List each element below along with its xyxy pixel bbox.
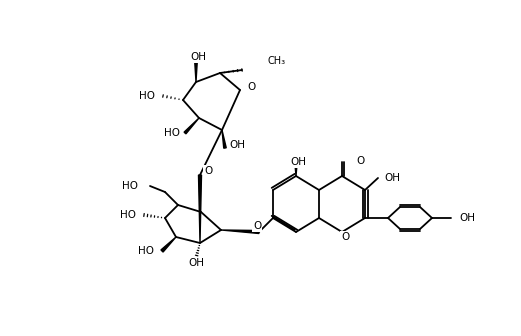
Text: O: O (247, 82, 255, 92)
Text: O: O (253, 221, 261, 231)
Text: HO: HO (164, 128, 180, 138)
Polygon shape (199, 175, 202, 243)
Text: OH: OH (188, 258, 204, 268)
Text: OH: OH (459, 213, 475, 223)
Text: O: O (341, 232, 349, 242)
Text: HO: HO (139, 91, 155, 101)
Polygon shape (184, 118, 199, 134)
Text: O: O (204, 166, 212, 176)
Text: HO: HO (120, 210, 136, 220)
Text: HO: HO (138, 246, 154, 256)
Text: OH: OH (190, 52, 206, 62)
Polygon shape (161, 237, 176, 252)
Text: CH₃: CH₃ (268, 56, 286, 66)
Text: OH: OH (290, 157, 306, 167)
Text: OH: OH (229, 140, 245, 150)
Polygon shape (195, 62, 197, 82)
Text: OH: OH (384, 173, 400, 183)
Text: O: O (356, 156, 364, 166)
Polygon shape (222, 130, 226, 148)
Polygon shape (295, 162, 297, 176)
Text: HO: HO (122, 181, 138, 191)
Polygon shape (221, 230, 259, 234)
